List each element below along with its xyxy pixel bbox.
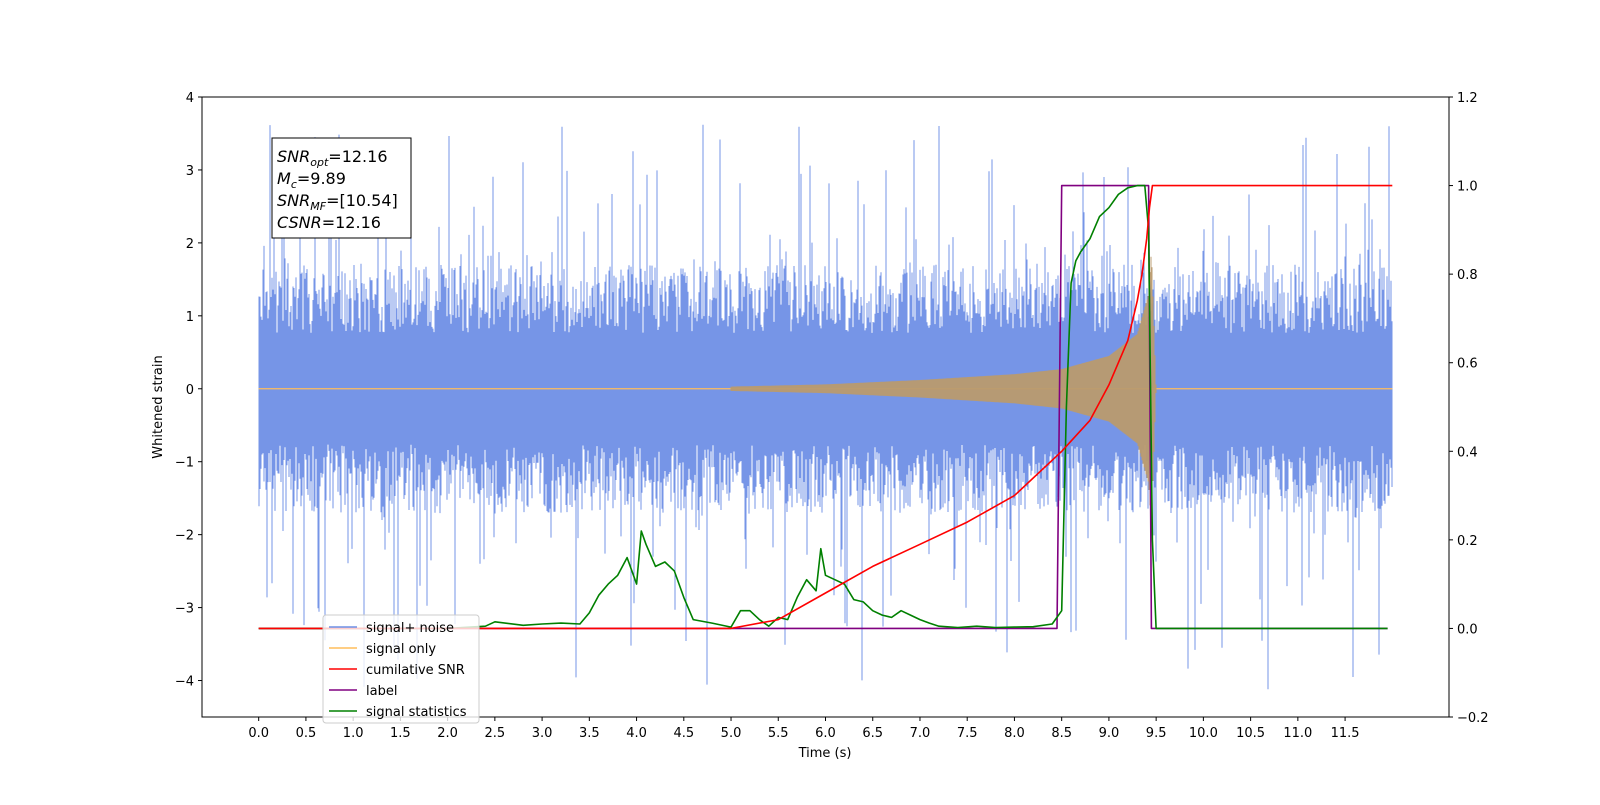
noise-line (258, 124, 1393, 690)
x-tick-label: 11.0 (1283, 726, 1312, 741)
y2-tick-label: 1.0 (1457, 180, 1478, 195)
y-tick-label: −2 (175, 529, 194, 544)
info-symbol: M (277, 169, 291, 188)
x-tick-label: 5.5 (768, 726, 789, 741)
y-tick-label: −4 (175, 675, 194, 690)
y-tick-label: 0 (186, 383, 194, 398)
x-tick-label: 11.5 (1331, 726, 1360, 741)
signal-only-envelope (730, 256, 1157, 521)
legend-label: signal statistics (366, 705, 467, 720)
legend-label: signal+ noise (366, 621, 454, 636)
y2-tick-label: 0.4 (1457, 445, 1478, 460)
y-tick-label: 1 (186, 310, 194, 325)
info-line: Mc=9.89 (277, 169, 346, 191)
x-tick-label: 5.0 (721, 726, 742, 741)
x-tick-label: 10.0 (1189, 726, 1218, 741)
y2-tick-label: 0.6 (1457, 357, 1478, 372)
y-axis-right: 1.2 1.0 0.8 0.6 0.4 0.2 0.0 −0.2 (1449, 91, 1489, 726)
y2-tick-label: 0.8 (1457, 268, 1478, 283)
legend-frame (322, 614, 480, 724)
x-tick-label: 10.5 (1236, 726, 1265, 741)
legend-entries: signal+ noise signal only cumilative SNR la… (329, 621, 467, 720)
x-tick-label: 4.5 (673, 726, 694, 741)
y-tick-label: −1 (175, 456, 194, 471)
x-tick-label: 7.0 (910, 726, 931, 741)
info-subscript: opt (310, 156, 329, 169)
x-tick-label: 1.5 (390, 726, 411, 741)
info-value: =[10.54] (326, 191, 398, 210)
y-tick-label: 2 (186, 237, 194, 252)
y2-tick-label: 0.2 (1457, 534, 1478, 549)
x-tick-label: 3.5 (579, 726, 600, 741)
x-tick-label: 2.0 (437, 726, 458, 741)
x-tick-label: 0.5 (296, 726, 317, 741)
y2-tick-label: 1.2 (1457, 91, 1478, 106)
y2-tick-label: 0.0 (1457, 622, 1478, 637)
info-symbol: SNR (277, 191, 310, 210)
x-axis-title: Time (s) (798, 746, 852, 761)
y-tick-label: 4 (186, 91, 194, 106)
x-tick-label: 8.5 (1051, 726, 1072, 741)
info-line: CSNR=12.16 (277, 213, 381, 232)
series-line-signal-statistics (258, 184, 1388, 630)
x-tick-label: 8.0 (1004, 726, 1025, 741)
series-line-cumilative-snr (258, 184, 1393, 630)
y-axis-title: Whitened strain (151, 355, 166, 458)
legend: signal+ noise signal only cumilative SNR la… (322, 614, 480, 724)
info-line: SNRMF=[10.54] (277, 191, 398, 213)
y-tick-label: 3 (186, 164, 194, 179)
x-tick-label: 7.5 (957, 726, 978, 741)
x-tick-label: 9.0 (1099, 726, 1120, 741)
x-tick-label: 2.5 (485, 726, 506, 741)
x-tick-label: 1.0 (343, 726, 364, 741)
info-subscript: MF (310, 200, 326, 213)
legend-label: cumilative SNR (366, 663, 465, 678)
info-value: =12.16 (322, 213, 381, 232)
x-tick-label: 4.0 (626, 726, 647, 741)
x-tick-label: 3.0 (532, 726, 553, 741)
y2-tick-label: −0.2 (1457, 711, 1489, 726)
info-symbol: CSNR (277, 213, 322, 232)
series-lines (258, 184, 1393, 630)
info-symbol: SNR (277, 147, 310, 166)
info-box-lines: SNRopt=12.16Mc=9.89SNRMF=[10.54]CSNR=12.… (277, 147, 398, 232)
info-subscript: c (291, 178, 297, 191)
legend-label: signal only (366, 642, 436, 657)
x-axis: 0.0 0.5 1.0 1.5 2.0 2.5 3.0 3.5 4.0 4.5 5.0 5.5 6.0 6… (248, 717, 1360, 741)
info-value: =12.16 (328, 147, 387, 166)
info-line: SNRopt=12.16 (277, 147, 388, 169)
series-signal-noise (258, 124, 1393, 690)
x-tick-label: 0.0 (248, 726, 269, 741)
x-tick-label: 9.5 (1146, 726, 1167, 741)
x-tick-label: 6.5 (862, 726, 883, 741)
x-tick-label: 6.0 (815, 726, 836, 741)
info-box: SNRopt=12.16Mc=9.89SNRMF=[10.54]CSNR=12.… (271, 137, 412, 239)
legend-label: label (366, 684, 397, 699)
info-box-frame (271, 137, 412, 239)
series-signal-only (258, 256, 1393, 521)
info-value: =9.89 (297, 169, 346, 188)
y-tick-label: −3 (175, 602, 194, 617)
y-axis-left: 4 3 2 1 0 −1 −2 −3 −4 (175, 91, 202, 690)
